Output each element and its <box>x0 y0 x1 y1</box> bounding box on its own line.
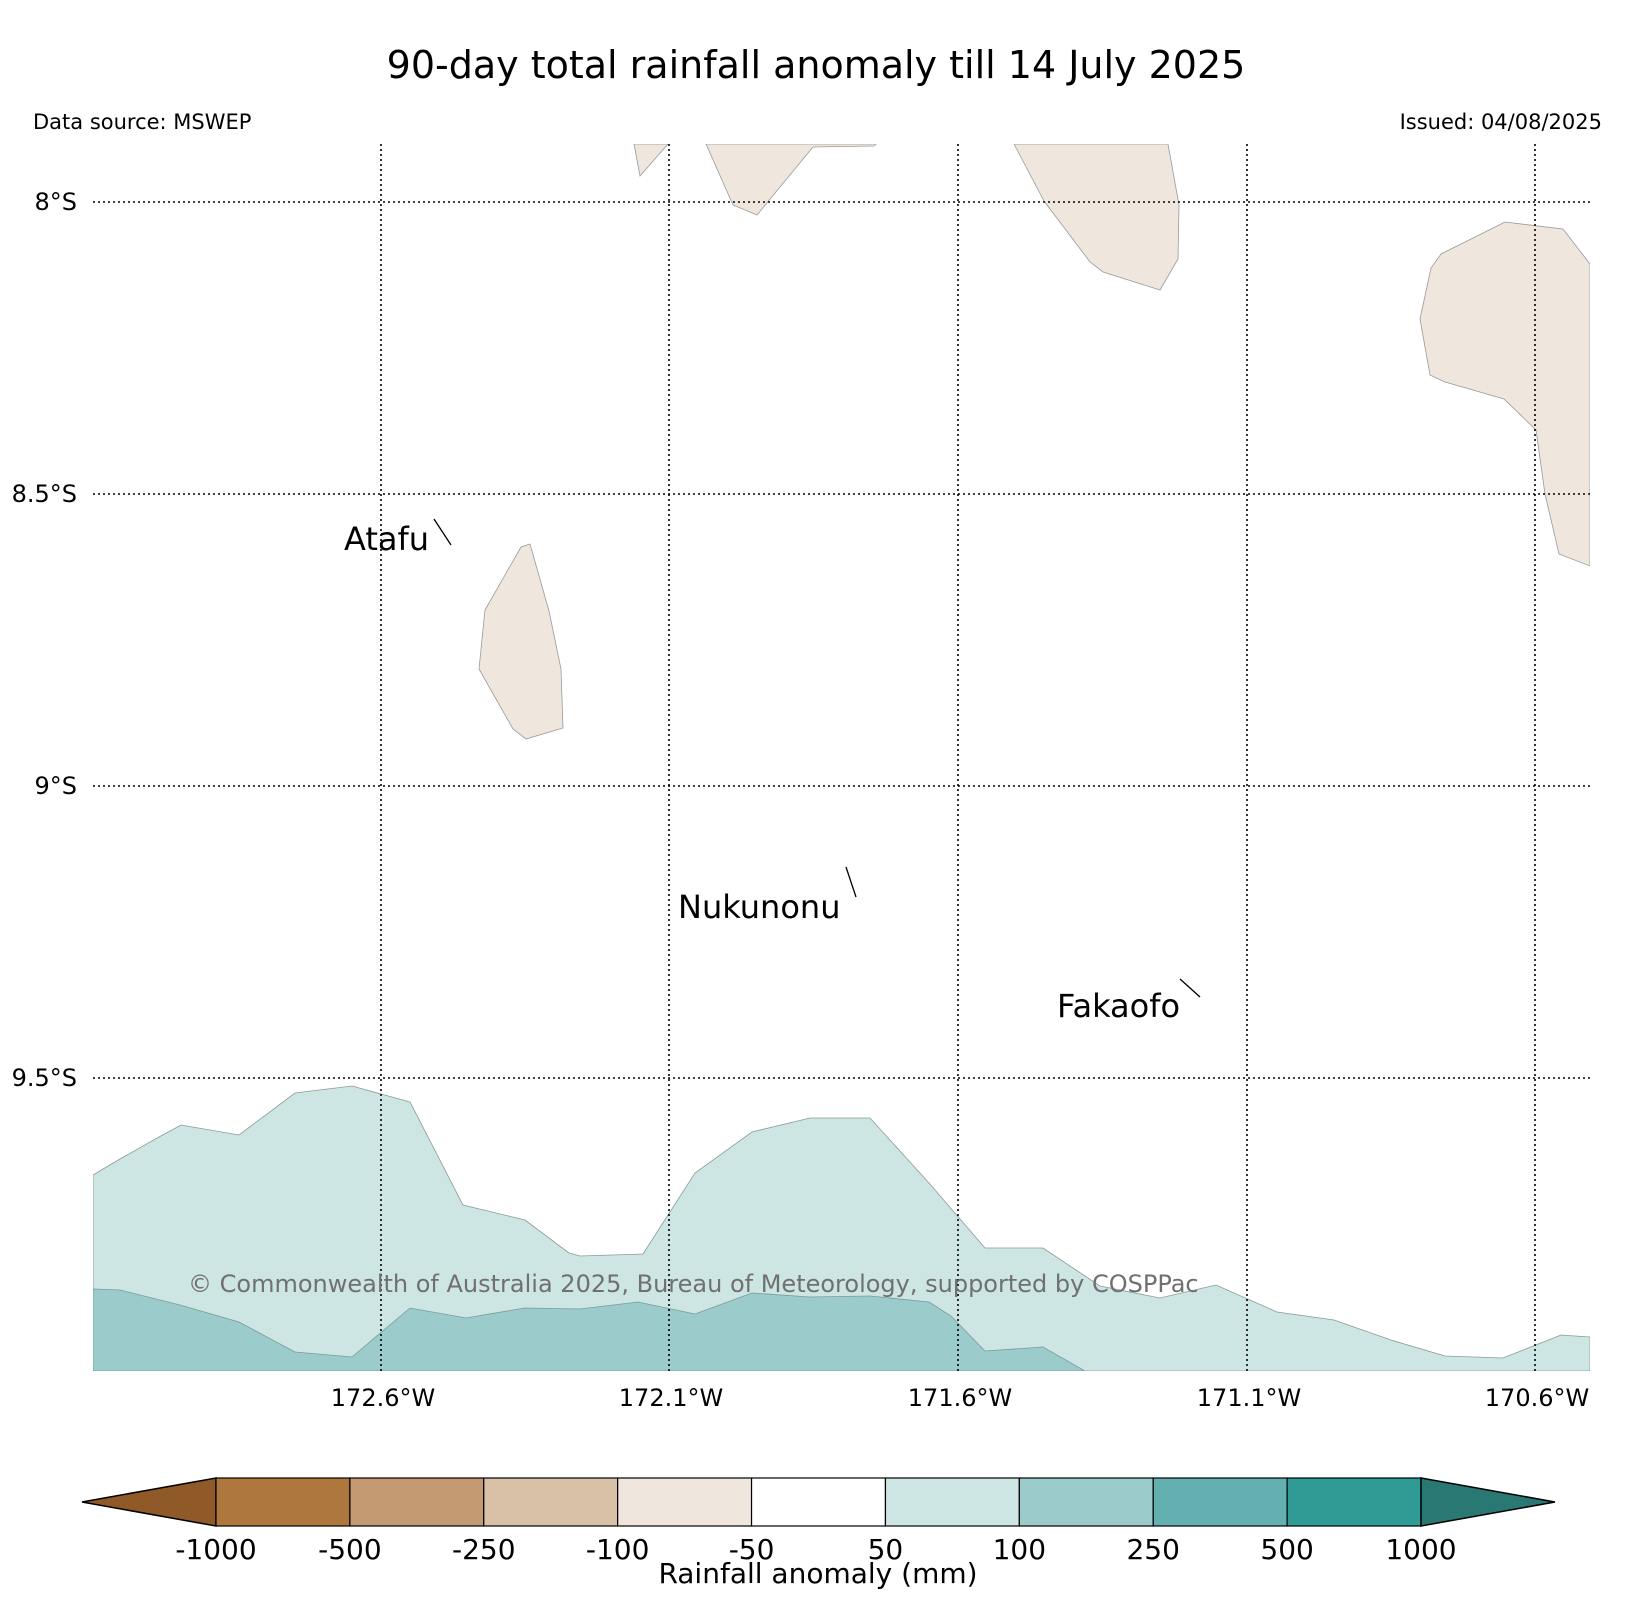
colorbar-ticks: -1000 -500 -250 -100 -50 50 100 250 500 1000 <box>175 1533 1456 1566</box>
anomaly-region-north-2 <box>705 144 877 216</box>
colorbar-tick-label: 100 <box>993 1533 1046 1566</box>
place-label-nukunonu: Nukunonu <box>678 888 840 926</box>
lat-label: 9.5°S <box>12 1064 77 1092</box>
anomaly-region-50-100 <box>93 1085 1590 1371</box>
colorbar-tick-label: -100 <box>586 1533 650 1566</box>
lon-label: 171.1°W <box>1197 1384 1301 1412</box>
lon-label: 172.6°W <box>331 1384 435 1412</box>
colorbar-label: Rainfall anomaly (mm) <box>658 1557 977 1590</box>
colorbar-segment <box>617 1477 753 1527</box>
colorbar-tick-label: 50 <box>868 1533 904 1566</box>
lat-gridlines <box>93 201 1590 1079</box>
figure-title: 90-day total rainfall anomaly till 14 Ju… <box>387 43 1246 87</box>
anomaly-region-atafu <box>478 543 564 740</box>
map-panel: © Commonwealth of Australia 2025, Bureau… <box>93 144 1590 1371</box>
lat-label: 9°S <box>34 772 77 800</box>
lon-gridlines <box>380 144 1536 1371</box>
lat-label: 8.5°S <box>12 480 77 508</box>
anomaly-region-100-250 <box>93 1288 1086 1371</box>
colorbar-tick-label: 250 <box>1126 1533 1179 1566</box>
colorbar-segment <box>1152 1477 1288 1527</box>
colorbar-extension-high <box>1420 1477 1556 1527</box>
lat-label: 8°S <box>34 188 77 216</box>
colorbar-segment <box>884 1477 1020 1527</box>
data-source-label: Data source: MSWEP <box>33 110 251 134</box>
place-label-fakaofo: Fakaofo <box>1057 987 1180 1025</box>
colorbar-segment <box>750 1477 887 1527</box>
colorbar <box>81 1477 1556 1527</box>
colorbar-segment <box>483 1477 619 1527</box>
colorbar-tick-label: -1000 <box>175 1533 256 1566</box>
lon-axis: 172.6°W 172.1°W 171.6°W 171.1°W 170.6°W <box>331 1384 1589 1412</box>
colorbar-segment <box>349 1477 485 1527</box>
colorbar-tick-label: 500 <box>1260 1533 1313 1566</box>
place-label-atafu: Atafu <box>344 520 429 558</box>
lon-label: 172.1°W <box>619 1384 723 1412</box>
lon-label: 170.6°W <box>1485 1384 1589 1412</box>
lat-axis: 8°S 8.5°S 9°S 9.5°S <box>12 188 77 1092</box>
colorbar-tick-label: -250 <box>452 1533 516 1566</box>
colorbar-tick-label: -500 <box>318 1533 382 1566</box>
copyright-notice: © Commonwealth of Australia 2025, Bureau… <box>188 1270 1199 1298</box>
fakaofo-leader-line <box>1179 978 1201 998</box>
colorbar-segment <box>215 1477 351 1527</box>
anomaly-region-north-3 <box>1013 144 1180 291</box>
issued-date-label: Issued: 04/08/2025 <box>1400 110 1602 134</box>
nukunonu-leader-line <box>845 866 857 898</box>
anomaly-region-north-1 <box>633 144 669 177</box>
place-labels: Atafu Nukunonu Fakaofo <box>344 518 1201 1025</box>
colorbar-tick-label: 1000 <box>1385 1533 1456 1566</box>
colorbar-segment <box>1018 1477 1154 1527</box>
colorbar-extension-low <box>81 1477 217 1527</box>
colorbar-segment <box>1286 1477 1422 1527</box>
anomaly-region-east <box>1419 221 1590 567</box>
atafu-leader-line <box>433 518 452 546</box>
colorbar-tick-label: -50 <box>729 1533 775 1566</box>
lon-label: 171.6°W <box>908 1384 1012 1412</box>
